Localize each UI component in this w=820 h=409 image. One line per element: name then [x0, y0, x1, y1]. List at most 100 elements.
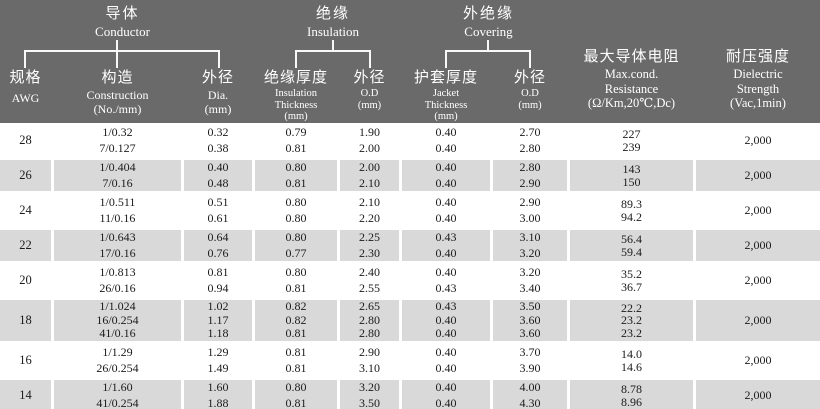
cell-value: 2.90 — [519, 195, 541, 209]
cell-value: 41/0.254 — [96, 395, 139, 409]
cell-jacket-thickness: 0.40 0.40 — [402, 345, 490, 376]
group-insulation-zh: 绝缘 — [315, 6, 350, 22]
cell-value: 0.40 — [435, 395, 457, 409]
cell-value: 0.76 — [207, 245, 229, 260]
cell-conductor-dia: 0.32 0.38 — [184, 125, 252, 156]
cell-covering-od: 3.70 3.90 — [493, 345, 567, 376]
cell-insulation-thickness: 0.81 0.81 — [255, 345, 337, 376]
cell-awg: 28 — [19, 132, 32, 147]
cell-value: 0.82 — [285, 312, 307, 327]
cell-insulation-od: 2.40 2.55 — [340, 265, 399, 296]
cell-value: 3.20 — [519, 245, 541, 260]
cell-insulation-thickness: 0.80 0.81 — [255, 160, 337, 191]
cell-value: 23.2 — [621, 325, 642, 340]
cell-value: 0.81 — [285, 175, 307, 190]
cell-value: 0.61 — [207, 210, 229, 225]
cell-value: 0.40 — [435, 245, 457, 260]
table-body: 28 1/0.32 7/0.127 0.32 0.38 0.79 0.81 1.90 2.00 0… — [0, 123, 820, 409]
cell-value: 2,000 — [744, 272, 772, 287]
cell-insulation-od: 3.20 3.50 — [340, 380, 399, 409]
cell-value: 2.00 — [359, 140, 380, 155]
cell-value: 0.77 — [285, 245, 307, 260]
cell-value: 0.64 — [207, 230, 229, 244]
cell-value: 0.40 — [435, 160, 457, 174]
cell-value: 227 — [622, 126, 641, 141]
cell-dielectric: 2,000 — [696, 125, 820, 156]
cell-value: 0.43 — [435, 230, 457, 244]
cell-value: 1.18 — [207, 326, 229, 341]
cell-awg: 18 — [0, 300, 51, 341]
column-jacket-thickness-zh: 护套厚度 — [413, 70, 478, 86]
cell-value: 143 — [622, 161, 641, 176]
cell-resistance: 89.3 94.2 — [570, 195, 693, 226]
cell-value: 7/0.127 — [99, 140, 136, 155]
column-resistance-en-2: Resistance — [604, 81, 659, 96]
cell-dielectric: 2,000 — [696, 265, 820, 296]
column-construction-zh: 构造 — [101, 70, 134, 86]
group-header-conductor: 导体 Conductor — [25, 5, 220, 39]
cell-value: 3.40 — [519, 280, 541, 295]
cell-awg: 16 — [19, 352, 32, 367]
cell-insulation-thickness: 0.79 0.81 — [255, 125, 337, 156]
cell-value: 0.43 — [435, 280, 457, 295]
cell-value: 1/0.32 — [102, 125, 133, 139]
cell-value: 150 — [622, 174, 641, 189]
column-header-dielectric: 耐压强度 Dielectric Strength (Vac,1min) — [696, 47, 820, 111]
cell-insulation-thickness: 0.82 0.82 0.81 — [255, 300, 337, 341]
column-header-construction: 构造 Construction (No./mm) — [54, 69, 181, 116]
cell-insulation-od: 1.90 2.00 — [340, 125, 399, 156]
table-row-awg-26: 26 1/0.404 7/0.16 0.40 0.48 0.80 0.81 2.00 2.10 0… — [0, 158, 820, 193]
conductor-bracket-drop-left — [24, 50, 26, 68]
cell-value: 0.80 — [285, 265, 307, 279]
cell-covering-od: 2.90 3.00 — [493, 195, 567, 226]
cell-value: 2.90 — [359, 345, 380, 359]
cell-value: 3.50 — [359, 395, 380, 409]
cell-value: 0.82 — [285, 299, 307, 314]
cell-value: 2.80 — [519, 140, 541, 155]
cell-covering-od: 3.10 3.20 — [493, 230, 567, 261]
cell-value: 1.02 — [207, 299, 229, 314]
cell-value: 35.2 — [621, 266, 642, 281]
cell-value: 2.90 — [519, 175, 541, 190]
column-covering-od-en-2: (mm) — [518, 99, 542, 111]
cell-insulation-thickness: 0.80 0.81 — [255, 380, 337, 409]
cell-conductor-dia: 1.02 1.17 1.18 — [184, 300, 252, 341]
cell-value: 0.81 — [285, 326, 307, 341]
cell-value: 2.20 — [359, 210, 380, 225]
cell-jacket-thickness: 0.40 0.40 — [402, 380, 490, 409]
cell-dielectric: 2,000 — [696, 300, 820, 341]
cell-value: 3.20 — [519, 265, 541, 279]
cell-value: 0.40 — [435, 312, 457, 327]
column-dielectric-en-1: Dielectric — [733, 67, 783, 81]
cell-value: 41/0.16 — [99, 326, 136, 341]
cell-value: 0.40 — [435, 345, 457, 359]
cell-value: 0.40 — [435, 380, 457, 394]
cell-covering-od: 3.20 3.40 — [493, 265, 567, 296]
cell-value: 0.80 — [285, 210, 307, 225]
insulation-bracket-drop-left — [295, 50, 297, 68]
column-resistance-zh: 最大导体电阻 — [583, 49, 680, 65]
cell-value: 2.70 — [519, 125, 541, 139]
column-dielectric-zh: 耐压强度 — [725, 49, 790, 65]
cell-value: 8.78 — [621, 381, 642, 396]
cell-value: 0.81 — [285, 395, 307, 409]
cell-value: 2,000 — [744, 312, 772, 327]
table-row-awg-18: 18 1/1.024 16/0.254 41/0.16 1.02 1.17 1.18 0.82… — [0, 298, 820, 343]
cell-jacket-thickness: 0.40 0.43 — [402, 265, 490, 296]
cell-value: 7/0.16 — [102, 175, 133, 190]
cell-value: 0.48 — [207, 175, 229, 190]
cell-conductor-dia: 0.64 0.76 — [184, 230, 252, 261]
table-row-awg-14: 14 1/1.60 41/0.254 1.60 1.88 0.80 0.81 3.20 3.50… — [0, 378, 820, 409]
cell-value: 26/0.254 — [96, 360, 139, 375]
cell-value: 2,000 — [744, 352, 772, 367]
column-resistance-en-1: Max.cond. — [604, 67, 659, 81]
cell-value: 2.80 — [519, 160, 541, 174]
cell-value: 94.2 — [621, 209, 642, 224]
cell-conductor-dia: 0.81 0.94 — [184, 265, 252, 296]
cell-insulation-thickness: 0.80 0.77 — [255, 230, 337, 261]
cell-value: 3.10 — [519, 230, 541, 244]
covering-bracket-line — [445, 50, 531, 52]
column-conductor-dia-en-2: (mm) — [204, 102, 232, 116]
cell-insulation-thickness: 0.80 0.80 — [255, 195, 337, 226]
